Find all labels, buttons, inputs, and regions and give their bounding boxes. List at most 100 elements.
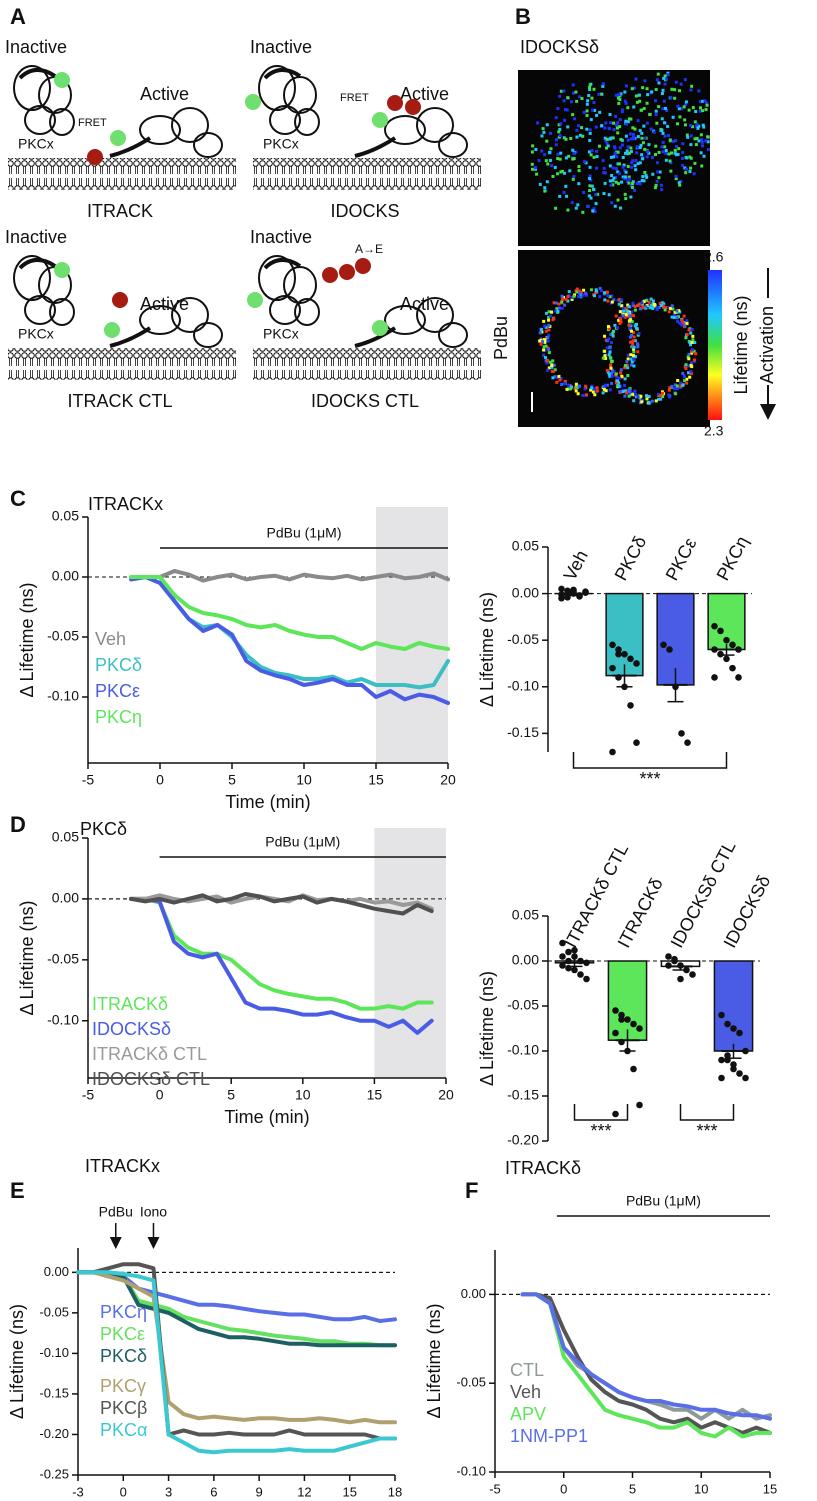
y-tick-label: -0.05 [507, 997, 539, 1013]
image-pixel [610, 374, 614, 378]
image-pixel [595, 389, 599, 393]
state-label: Inactive [250, 37, 312, 57]
image-pixel [605, 346, 609, 350]
image-pixel [668, 159, 672, 163]
image-pixel [530, 150, 534, 154]
image-pixel [540, 330, 544, 334]
image-pixel [657, 176, 661, 180]
image-pixel [578, 133, 582, 137]
image-pixel [567, 384, 571, 388]
series-line [76, 1262, 397, 1441]
image-pixel [559, 151, 563, 155]
image-pixel [562, 99, 566, 103]
image-pixel [581, 393, 585, 397]
image-pixel [571, 83, 575, 87]
image-pixel [697, 89, 701, 93]
image-pixel [625, 363, 629, 367]
image-pixel [627, 311, 631, 315]
image-pixel [689, 343, 693, 347]
image-pixel [577, 124, 581, 128]
state-label: Active [400, 294, 449, 314]
image-pixel [656, 170, 660, 174]
image-pixel [607, 337, 611, 341]
image-pixel [658, 302, 662, 306]
image-pixel [584, 393, 588, 397]
donor [247, 292, 263, 308]
image-pixel [542, 130, 546, 134]
legend-entry: Veh [95, 629, 126, 649]
image-pixel [621, 165, 625, 169]
image-pixel [559, 122, 563, 126]
kinase-shape [354, 326, 397, 348]
image-pixel [555, 375, 559, 379]
kinase-shape [171, 297, 209, 333]
image-pixel [614, 180, 618, 184]
y-tick-label: 0.05 [512, 907, 539, 923]
legend-entry: IDOCKSδ [92, 1019, 171, 1039]
image-pixel [631, 135, 635, 139]
image-pixel [543, 324, 547, 328]
series-line [129, 575, 450, 651]
image-pixel [627, 181, 631, 185]
mutation-label: A→E [355, 242, 383, 256]
kinase-shape [438, 322, 468, 348]
image-pixel [683, 166, 687, 170]
image-pixel [644, 394, 648, 398]
kinase-shape [49, 108, 75, 136]
image-pixel [695, 125, 699, 129]
image-pixel [654, 399, 658, 403]
image-pixel [668, 386, 672, 390]
image-pixel [558, 94, 562, 98]
image-pixel [694, 110, 698, 114]
image-pixel [641, 175, 645, 179]
y-tick-label: 0.00 [512, 584, 539, 600]
data-point [723, 636, 730, 644]
image-pixel [572, 157, 576, 161]
kinase-shape [24, 105, 56, 135]
image-pixel [624, 101, 628, 105]
image-pixel [551, 359, 555, 363]
image-pixel [580, 97, 584, 101]
image-pixel [636, 342, 640, 346]
image-pixel [685, 381, 689, 385]
data-point [718, 1074, 725, 1082]
image-pixel [653, 153, 657, 157]
image-pixel [666, 124, 670, 128]
image-pixel [675, 310, 679, 314]
image-pixel [572, 151, 576, 155]
image-pixel [669, 161, 673, 165]
image-pixel [630, 310, 634, 314]
image-pixel [636, 146, 640, 150]
image-pixel [616, 131, 620, 135]
image-pixel [553, 165, 557, 169]
image-pixel [590, 386, 594, 390]
image-pixel [574, 382, 578, 386]
shaded-window [374, 828, 446, 1078]
image-pixel [616, 96, 620, 100]
image-pixel [640, 179, 644, 183]
image-pixel [657, 305, 661, 309]
image-pixel [619, 92, 623, 96]
image-pixel [546, 346, 550, 350]
image-pixel [554, 116, 558, 120]
image-pixel [691, 106, 695, 110]
x-tick-label: 5 [629, 1481, 636, 1496]
data-point [735, 674, 742, 681]
image-pixel [620, 110, 624, 114]
data-point [577, 957, 584, 965]
image-pixel [687, 328, 691, 332]
image-pixel [624, 307, 628, 311]
image-pixel [630, 392, 634, 396]
image-pixel [677, 181, 681, 185]
kinase-label: PKCx [18, 326, 54, 342]
image-pixel [546, 162, 550, 166]
y-tick-label: -0.25 [39, 1466, 69, 1481]
image-pixel [575, 99, 579, 103]
data-point [636, 1101, 643, 1109]
image-pixel [591, 209, 595, 213]
image-pixel [556, 309, 560, 313]
image-pixel [543, 338, 547, 342]
x-tick-label: 18 [388, 1484, 402, 1499]
image-pixel [611, 334, 615, 338]
data-point [559, 962, 566, 969]
